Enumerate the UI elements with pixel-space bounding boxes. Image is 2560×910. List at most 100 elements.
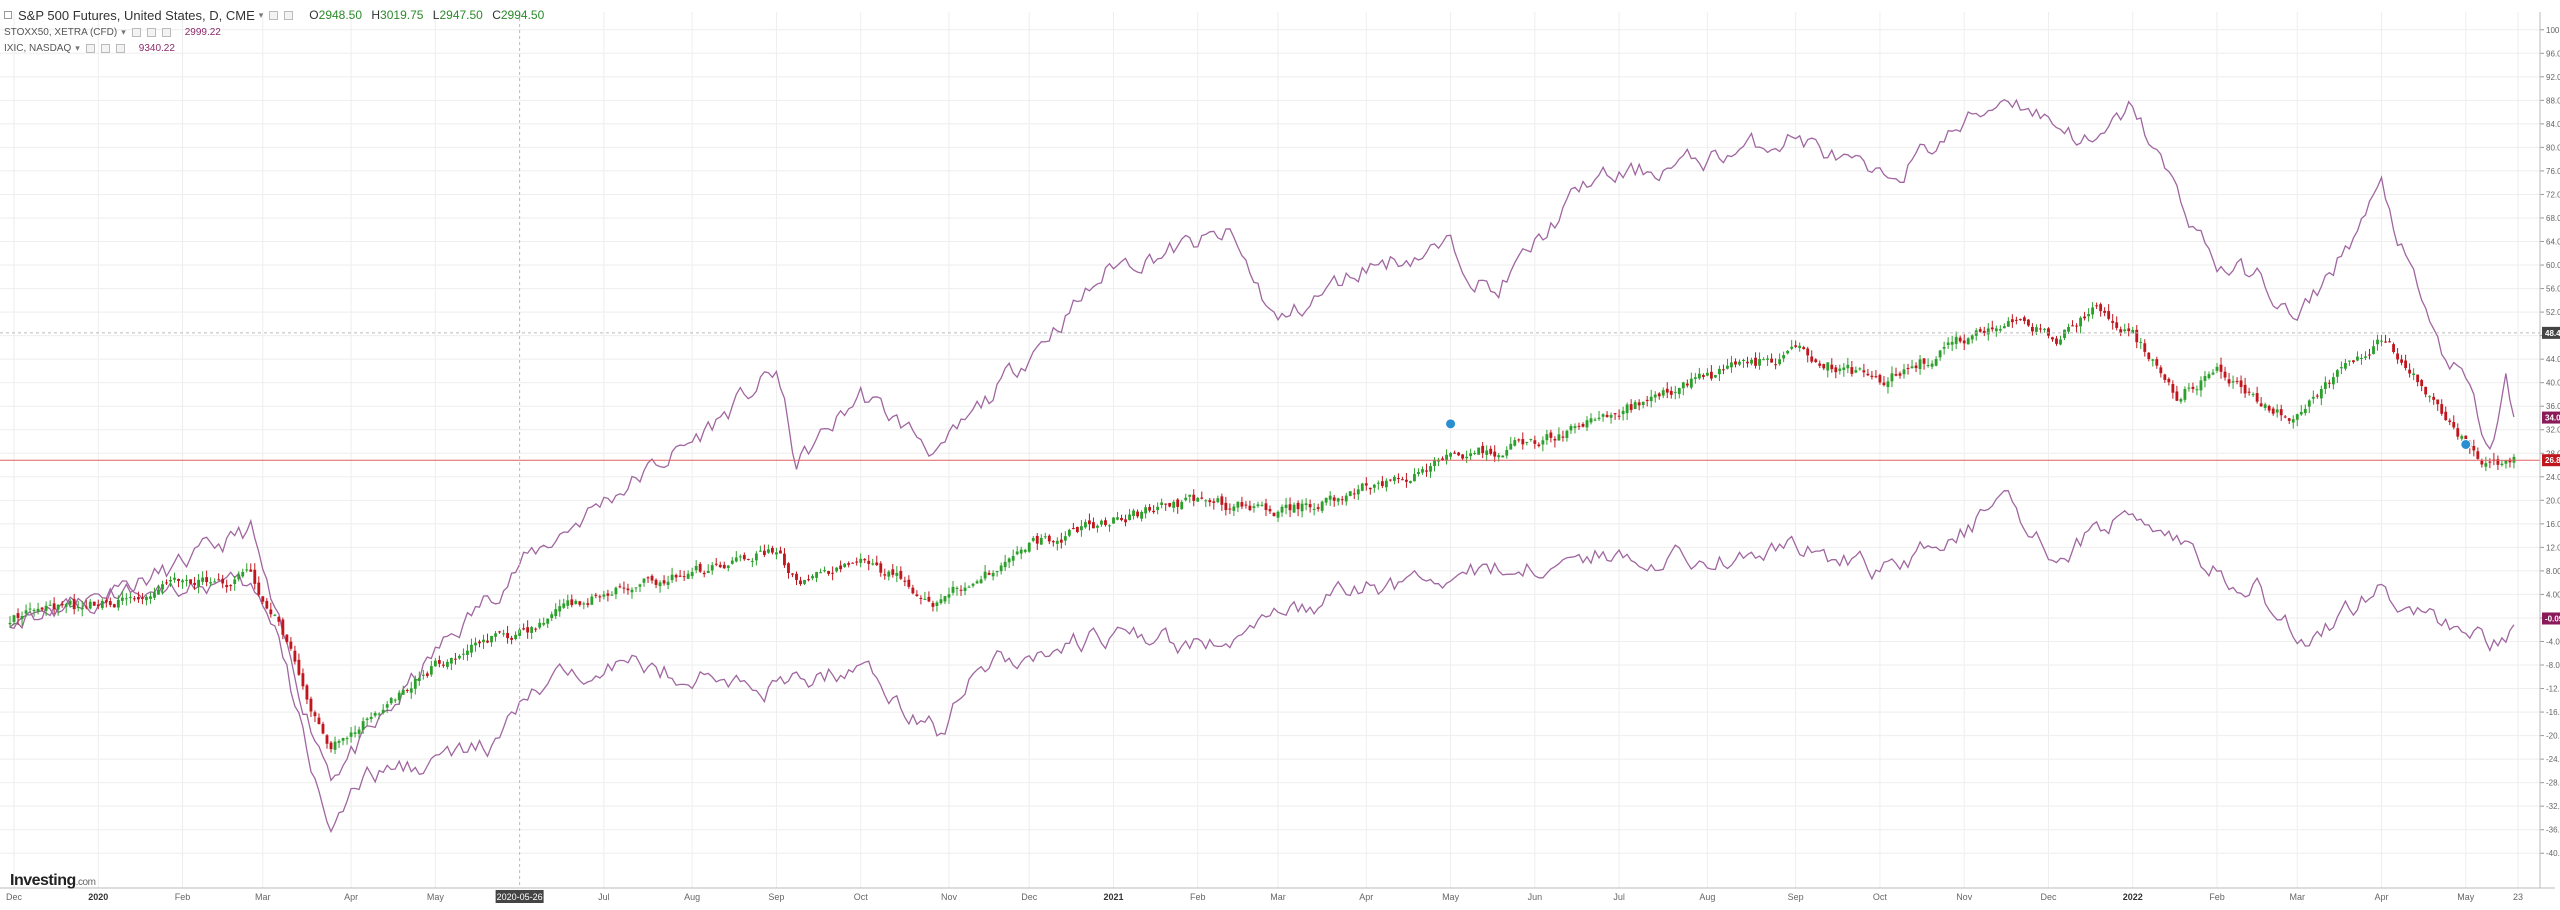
series-line-stoxx50 [9,490,2515,834]
series-value-badge [2542,612,2560,625]
candle-body [754,553,758,561]
candle-body [2123,329,2127,332]
candle-body [1360,483,1364,491]
candle-body [149,596,152,599]
candle-body [1276,511,1280,518]
candle-body [1593,419,1597,421]
y-tick-label: 40.00% [2546,379,2560,388]
candle-body [2436,399,2440,405]
x-tick-label: 2021 [1103,892,1123,902]
candle-body [1003,561,1007,568]
candle-body [1742,359,1745,362]
candle-body [927,596,931,602]
candle-body [1208,500,1212,503]
y-tick-label: 68.00% [2546,214,2560,223]
candle-body [738,556,742,558]
settings-icon[interactable] [146,27,156,37]
x-tick-label: Dec [6,892,23,902]
legend-main-row[interactable]: S&P 500 Futures, United States, D, CME ▾… [4,6,550,24]
candle-body [1597,417,1601,419]
candle-body [221,578,225,584]
candle-body [1132,510,1135,517]
eye-icon[interactable] [131,27,141,37]
close-icon[interactable] [161,27,171,37]
legend-compare-row[interactable]: STOXX50, XETRA (CFD) ▾ 2999.22 [4,24,550,40]
y-axis[interactable]: -40.00% -36.00% -32.00% -28.00% -24.00% -20.0… [2539,12,2560,888]
candle-body [2303,408,2307,414]
legend-compare-row[interactable]: IXIC, NASDAQ ▾ 9340.22 [4,40,550,56]
y-tick-label: 36.00% [2546,402,2560,411]
candle-body [1886,381,1890,387]
candle-body [835,567,839,572]
candle-body [1224,502,1228,511]
candle-body [329,742,333,750]
candle-body [1409,481,1412,483]
candle-body [1625,404,1629,414]
collapse-legend-icon[interactable] [4,11,12,19]
candle-body [381,709,385,713]
candle-body [16,613,20,618]
candle-body [466,650,469,655]
chevron-down-icon[interactable]: ▾ [258,9,264,20]
candle-body [1617,415,1621,417]
candle-body [698,563,702,572]
settings-icon[interactable] [284,10,294,20]
candle-body [1509,443,1513,450]
close-icon[interactable] [115,43,125,53]
candle-body [1465,456,1469,459]
candle-body [1525,441,1529,443]
candle-body [425,673,429,676]
candle-body [1200,497,1204,499]
y-tick-label: -40.00% [2546,849,2560,858]
candle-body [20,615,24,620]
chart-legend: S&P 500 Futures, United States, D, CME ▾… [4,6,550,56]
candle-body [2508,459,2512,463]
chevron-down-icon[interactable]: ▾ [75,42,80,53]
candle-body [1308,504,1312,508]
candle-body [983,571,987,579]
candle-body [1015,551,1019,555]
main-symbol-title[interactable]: S&P 500 Futures, United States, D, CME [18,7,255,23]
candle-body [490,635,493,643]
candle-body [1537,444,1541,447]
event-marker-icon[interactable] [1445,418,1457,430]
candle-body [1156,506,1160,511]
candle-body [1629,404,1633,410]
ohlc-values: O2948.50 H3019.75 L2947.50 C2994.50 [309,8,545,22]
candle-body [586,603,590,605]
candle-body [1649,396,1653,402]
candle-body [2287,418,2291,421]
y-tick-label: -16.00% [2546,708,2560,717]
eye-icon[interactable] [269,10,279,20]
candle-body [887,571,891,577]
candle-body [1364,483,1368,486]
candle-body [803,579,806,584]
candle-body [2460,436,2464,439]
candle-body [1136,511,1139,517]
candle-body [165,582,168,584]
candle-body [217,579,221,581]
compare-title[interactable]: STOXX50, XETRA (CFD) [4,26,118,38]
candle-body [1882,382,1886,386]
candle-body [610,594,614,596]
open-value: 2948.50 [318,8,363,22]
x-axis[interactable]: Dec 2020 Feb Mar Apr May Jul Aug Sep Oct Nov Dec 202… [0,887,2555,903]
candle-body [36,608,40,612]
chevron-down-icon[interactable]: ▾ [121,26,126,37]
candle-body [365,718,369,720]
settings-icon[interactable] [100,43,110,53]
candle-body [1786,350,1790,354]
eye-icon[interactable] [85,43,95,53]
candle-body [2348,360,2351,362]
candle-body [1083,522,1087,528]
candle-body [650,575,654,581]
candle-body [1858,368,1862,370]
compare-title[interactable]: IXIC, NASDAQ [4,42,72,54]
event-marker-icon[interactable] [2460,438,2472,450]
candle-body [2339,367,2343,369]
candle-body [602,594,606,597]
series-value-badge-label: 34.07% [2545,414,2560,423]
candle-body [2067,327,2070,332]
candle-body [923,598,927,600]
